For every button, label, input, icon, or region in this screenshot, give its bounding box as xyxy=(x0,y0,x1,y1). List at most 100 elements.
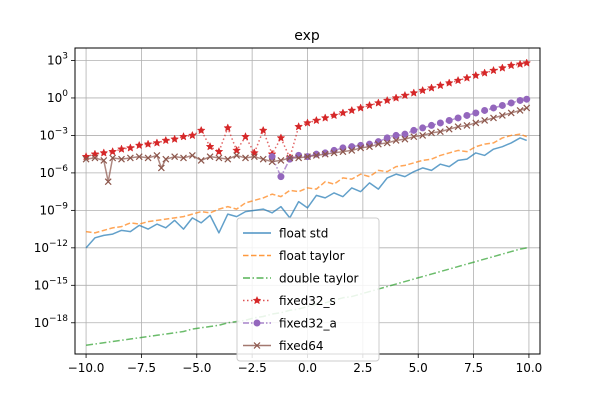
data-point-fixed64-stroke xyxy=(463,122,471,129)
data-point-fixed64-stroke xyxy=(135,153,143,161)
data-point-fixed64 xyxy=(144,154,152,162)
y-tick-label: 10−12 xyxy=(34,239,68,255)
data-point-fixed64-stroke xyxy=(312,151,320,159)
data-point-fixed64 xyxy=(428,129,435,137)
data-point-fixed32-s xyxy=(462,73,472,82)
y-tick-exponent: −15 xyxy=(49,276,68,286)
data-point-fixed64-stroke xyxy=(374,140,382,148)
data-point-fixed32-s xyxy=(329,110,339,120)
data-point-fixed32-s xyxy=(382,95,392,105)
data-point-fixed64-stroke xyxy=(454,123,462,131)
legend-item-fixed64: fixed64 xyxy=(243,339,324,353)
data-point-fixed64 xyxy=(295,154,303,162)
y-tick-base: 10 xyxy=(39,128,54,142)
data-point-fixed64-stroke xyxy=(366,143,373,151)
y-tick-label: 10−6 xyxy=(39,164,68,180)
data-point-fixed64-stroke xyxy=(104,178,112,186)
data-point-fixed64 xyxy=(118,155,125,163)
data-point-fixed32-a xyxy=(419,124,427,132)
data-point-fixed32-a xyxy=(445,116,453,124)
data-point-fixed64 xyxy=(224,155,232,163)
series-group xyxy=(81,58,532,347)
series-line-double-taylor xyxy=(85,247,527,347)
data-point-fixed64-stroke xyxy=(401,135,409,143)
data-point-fixed32-s xyxy=(515,59,525,68)
legend-marker-fixed32-a xyxy=(253,319,261,327)
data-point-fixed32-a xyxy=(481,106,489,114)
data-point-fixed32-s xyxy=(522,58,532,67)
data-point-fixed64-stroke xyxy=(144,154,152,162)
y-tick-exponent: 3 xyxy=(62,51,68,61)
legend-marker-fixed64 xyxy=(253,342,261,349)
y-tick-label: 100 xyxy=(47,89,68,105)
data-point-fixed32-s xyxy=(232,145,242,155)
data-point-fixed64-stroke xyxy=(82,155,90,163)
data-point-fixed64 xyxy=(91,154,99,162)
data-point-fixed64 xyxy=(339,148,347,156)
x-tick-label: −7.5 xyxy=(127,361,156,375)
data-point-fixed32-s xyxy=(170,134,180,143)
data-point-fixed64 xyxy=(188,151,196,159)
data-point-fixed32-s xyxy=(214,147,224,156)
data-point-fixed64-stroke xyxy=(171,153,179,161)
y-tick-exponent: −3 xyxy=(55,126,68,136)
series-line-fixed32-s xyxy=(85,62,527,159)
y-tick-exponent: −18 xyxy=(49,314,68,324)
data-point-fixed32-s xyxy=(497,63,507,72)
data-point-fixed32-a xyxy=(277,173,285,181)
data-point-fixed32-s xyxy=(294,122,304,131)
data-point-fixed64-stroke xyxy=(233,151,241,159)
series-fixed64 xyxy=(82,104,531,186)
data-point-fixed64-stroke xyxy=(321,150,329,158)
data-point-fixed64 xyxy=(507,109,515,117)
data-point-fixed32-a xyxy=(436,119,444,127)
data-point-fixed32-s xyxy=(489,65,498,75)
y-tick-base: 10 xyxy=(39,203,54,217)
data-point-fixed64-stroke xyxy=(242,154,249,162)
y-tick-base: 10 xyxy=(47,91,62,105)
data-point-fixed64 xyxy=(330,149,338,157)
data-point-fixed64-stroke xyxy=(383,139,391,147)
data-point-fixed64 xyxy=(135,153,143,161)
data-point-fixed64 xyxy=(357,144,365,152)
data-point-fixed32-s xyxy=(418,85,428,95)
x-tick-label: 0.0 xyxy=(298,361,317,375)
data-point-fixed32-s xyxy=(143,139,153,148)
data-point-fixed64-stroke xyxy=(268,158,276,166)
data-point-fixed64-stroke xyxy=(490,114,497,122)
data-point-fixed64 xyxy=(304,153,311,161)
legend-label-float-std: float std xyxy=(279,227,328,241)
data-point-fixed64 xyxy=(215,154,223,162)
data-point-fixed32-s xyxy=(356,103,366,112)
data-point-fixed32-s xyxy=(205,142,215,151)
data-point-fixed64 xyxy=(436,128,444,136)
legend-label-fixed32-a: fixed32_a xyxy=(279,317,337,331)
x-tick-label: 5.0 xyxy=(409,361,428,375)
data-point-fixed64 xyxy=(242,154,249,162)
y-tick-exponent: −12 xyxy=(49,239,68,249)
y-tick-base: 10 xyxy=(39,166,54,180)
data-point-fixed64 xyxy=(312,151,320,159)
data-point-fixed32-a xyxy=(383,134,391,142)
data-point-fixed64 xyxy=(100,156,108,164)
data-point-fixed64 xyxy=(180,154,187,162)
data-point-fixed64-stroke xyxy=(339,148,347,156)
data-point-fixed32-a xyxy=(463,111,471,119)
data-point-fixed64-stroke xyxy=(277,156,285,164)
data-point-fixed64 xyxy=(348,146,356,154)
data-point-fixed64 xyxy=(277,156,285,164)
data-point-fixed64 xyxy=(463,122,471,129)
data-point-fixed32-s xyxy=(427,83,436,92)
y-tick-base: 10 xyxy=(34,278,49,292)
data-point-fixed64 xyxy=(157,164,165,172)
data-point-fixed64 xyxy=(481,117,489,124)
data-point-fixed64-stroke xyxy=(481,117,489,124)
data-point-fixed64-stroke xyxy=(259,155,267,163)
y-tick-exponent: −6 xyxy=(55,164,69,174)
y-tick-base: 10 xyxy=(34,316,49,330)
data-point-fixed64-stroke xyxy=(91,154,99,162)
data-point-fixed64-stroke xyxy=(157,164,165,172)
data-point-fixed64 xyxy=(366,143,373,151)
